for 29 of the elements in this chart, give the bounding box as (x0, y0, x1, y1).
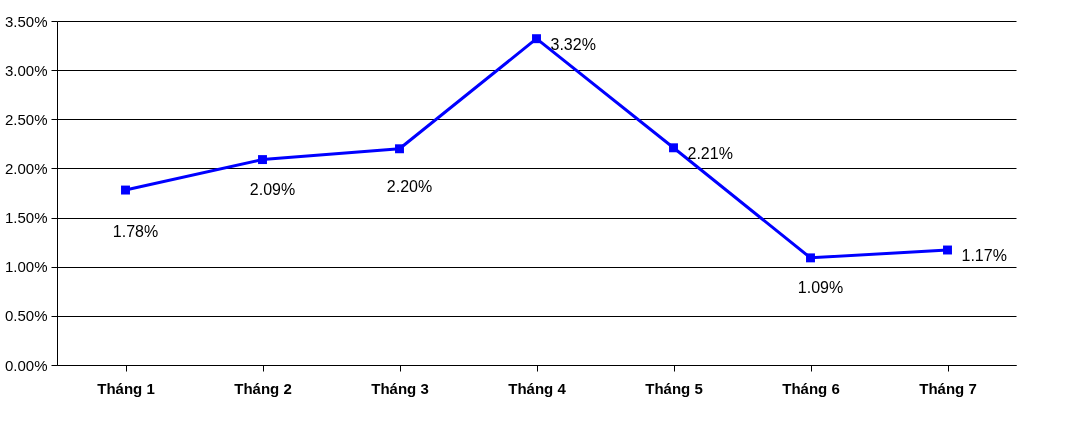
point (395, 144, 404, 154)
point (121, 185, 130, 195)
y-tick-label: 1.50% (4, 209, 48, 227)
point (943, 245, 952, 255)
x-tick-label: Tháng 1 (97, 379, 155, 397)
data-label: 2.20% (386, 177, 433, 195)
y-tick-label: 0.50% (4, 307, 48, 325)
data-label: 1.17% (961, 247, 1007, 265)
x-tick-label: Tháng 3 (371, 379, 429, 397)
x-tick-label: Tháng 7 (919, 379, 977, 397)
y-tick-label: 1.00% (4, 258, 48, 276)
y-tick-label: 0.00% (4, 356, 48, 374)
x-tick-label: Tháng 6 (782, 379, 840, 397)
data-label: 1.78% (112, 223, 159, 241)
x-tick-label: Tháng 5 (645, 379, 703, 397)
point (806, 253, 815, 263)
data-label: 1.09% (797, 278, 844, 296)
data-label: 2.09% (249, 180, 296, 198)
y-tick-label: 2.50% (4, 110, 48, 128)
data-label: 3.32% (550, 35, 596, 53)
data-label: 2.21% (687, 144, 733, 162)
point (532, 34, 541, 44)
x-tick-label: Tháng 4 (508, 379, 567, 397)
point (258, 155, 267, 165)
x-tick-label: Tháng 2 (234, 379, 292, 397)
y-tick-label: 3.50% (4, 12, 48, 30)
y-tick-label: 2.00% (4, 159, 48, 177)
y-tick-label: 3.00% (4, 61, 48, 79)
point (669, 143, 678, 153)
